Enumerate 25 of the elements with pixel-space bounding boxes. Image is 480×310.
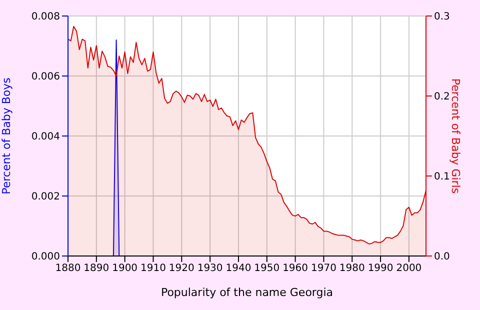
y2-axis-title: Percent of Baby Girls [449,78,462,194]
y-tick-label: 0.002 [31,192,60,203]
y-axis-title: Percent of Baby Boys [0,77,13,194]
y2-tick-label: 0.0 [434,252,450,263]
y2-tick-label: 0.3 [434,12,450,23]
x-tick-label: 1890 [84,263,110,274]
y-tick-label: 0.006 [31,72,60,83]
x-tick-label: 1960 [282,263,308,274]
x-tick-label: 1970 [310,263,336,274]
x-axis-title: Popularity of the name Georgia [160,286,334,299]
y-tick-label: 0.004 [31,132,60,143]
x-tick-label: 1940 [226,263,252,274]
x-tick-label: 2000 [396,263,422,274]
x-tick-label: 1990 [368,263,394,274]
y2-tick-label: 0.1 [434,172,450,183]
x-tick-label: 1980 [339,263,365,274]
x-tick-label: 1880 [55,263,81,274]
x-tick-label: 1910 [140,263,166,274]
x-tick-label: 1930 [197,263,223,274]
y2-tick-label: 0.2 [434,92,450,103]
x-tick-label: 1950 [254,263,280,274]
y-tick-label: 0.008 [31,12,60,23]
x-tick-label: 1920 [168,263,194,274]
y-tick-label: 0.000 [31,252,60,263]
x-tick-label: 1900 [112,263,138,274]
